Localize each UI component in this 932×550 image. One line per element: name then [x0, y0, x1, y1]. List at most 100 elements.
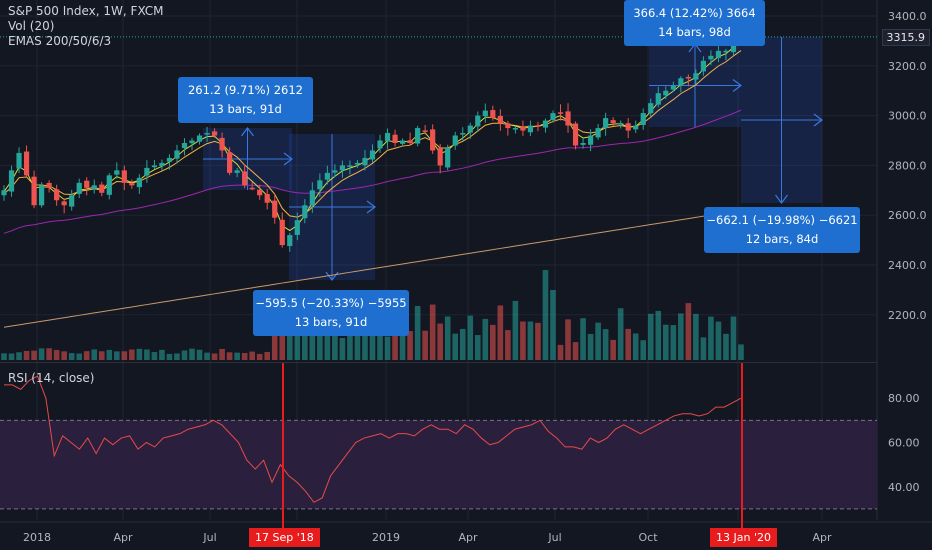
candle-body: [264, 194, 270, 203]
candle-body: [572, 123, 579, 146]
x-tick-label: Oct: [638, 531, 658, 544]
rsi-tick-label: 80.00: [888, 392, 920, 405]
volume-bar: [708, 316, 714, 360]
measure-4-bars: 12 bars, 84d: [745, 232, 819, 246]
candle-body: [242, 171, 248, 186]
volume-bar: [474, 335, 481, 360]
volume-bar: [459, 328, 466, 360]
measure-h-arrow: [813, 113, 823, 127]
volume-bar: [53, 349, 60, 360]
volume-bar: [512, 300, 519, 360]
volume-bar: [700, 337, 707, 360]
candle-body: [505, 123, 511, 129]
candle-body: [603, 118, 609, 128]
volume-bar: [68, 353, 75, 360]
candle-body: [475, 115, 481, 127]
measure-3-bars: 14 bars, 98d: [658, 25, 731, 39]
x-tick-label: Jul: [547, 531, 561, 544]
volume-bar: [490, 324, 496, 360]
volume-bar: [738, 344, 744, 360]
volume-bar: [271, 322, 278, 360]
volume-bar: [399, 321, 406, 360]
x-tick-label: 2019: [372, 531, 400, 544]
last-price-tag: 3315.9: [881, 29, 930, 46]
candle-body: [482, 110, 488, 117]
candle-body: [730, 40, 737, 53]
candle-body: [422, 130, 428, 132]
volume-bar: [91, 349, 98, 360]
candle-body: [452, 135, 458, 146]
volume-bar: [309, 317, 316, 360]
volume-bar: [8, 353, 15, 360]
candle-body: [211, 131, 218, 136]
volume-bar: [610, 339, 616, 360]
volume-bar: [354, 327, 361, 360]
measure-3-change: 366.4 (12.42%) 3664: [633, 6, 756, 20]
legend-symbol[interactable]: S&P 500 Index, 1W, FXCM: [8, 4, 164, 18]
y-tick-label: 3000.0: [888, 110, 927, 123]
volume-bar: [662, 324, 669, 360]
volume-bar: [279, 328, 286, 360]
measure-label-4[interactable]: −662.1 (−19.98%) −6621 12 bars, 84d: [704, 207, 860, 253]
measure-label-2[interactable]: −595.5 (−20.33%) −5955 13 bars, 91d: [253, 290, 409, 336]
volume-bar: [444, 316, 451, 360]
volume-bar: [256, 353, 263, 360]
candle-body: [392, 134, 398, 143]
volume-bar: [76, 353, 83, 360]
candle-body: [249, 187, 255, 190]
candle-body: [678, 78, 684, 86]
volume-bar: [384, 336, 391, 360]
volume-bar: [136, 348, 143, 360]
candlesticks: [1, 29, 744, 252]
candle-body: [633, 125, 639, 130]
candle-body: [490, 110, 496, 119]
candle-body: [497, 115, 503, 124]
date-tag-jan-2020: 13 Jan '20: [710, 528, 777, 547]
volume-bar: [482, 318, 489, 360]
measure-1-change: 261.2 (9.71%) 2612: [187, 83, 303, 97]
measure-label-3[interactable]: 366.4 (12.42%) 3664 14 bars, 98d: [624, 0, 765, 46]
candle-body: [16, 152, 22, 169]
volume-bar: [23, 351, 30, 360]
x-tick-label: Jul: [202, 531, 216, 544]
candle-body: [354, 162, 361, 165]
volume-bar: [587, 333, 594, 360]
volume-bars: [1, 270, 744, 360]
candle-body: [84, 180, 90, 188]
volume-bar: [151, 352, 158, 360]
candle-body: [369, 150, 376, 160]
measure-h-arrow: [283, 152, 293, 166]
candle-body: [527, 125, 534, 133]
volume-bar: [407, 331, 413, 360]
candle-body: [1, 190, 7, 196]
volume-bar: [362, 324, 368, 360]
candle-body: [287, 235, 293, 247]
candle-body: [136, 177, 142, 188]
candle-body: [279, 219, 285, 246]
candle-body: [445, 147, 451, 168]
legend-volume[interactable]: Vol (20): [8, 19, 55, 33]
legend-emas[interactable]: EMAS 200/50/6/3: [8, 34, 112, 48]
volume-bar: [144, 349, 150, 360]
volume-bar: [527, 321, 534, 360]
candle-body: [196, 135, 203, 142]
volume-bar: [98, 351, 105, 360]
volume-bar: [83, 351, 90, 360]
volume-bar: [557, 344, 564, 360]
candle-body: [204, 133, 210, 135]
volume-bar: [520, 321, 526, 360]
volume-bar: [38, 348, 45, 360]
candle-body: [332, 170, 338, 173]
rsi-legend[interactable]: RSI (14, close): [8, 371, 95, 385]
measure-2-bars: 13 bars, 91d: [294, 315, 368, 329]
candle-body: [625, 123, 631, 131]
volume-bar: [294, 330, 301, 360]
measure-label-1[interactable]: 261.2 (9.71%) 2612 13 bars, 91d: [178, 77, 313, 123]
y-tick-label: 2400.0: [888, 259, 927, 272]
volume-bar: [452, 333, 459, 360]
measure-boxes: [203, 37, 823, 281]
volume-bar: [121, 351, 128, 360]
volume-bar: [715, 321, 722, 360]
y-tick-label: 2600.0: [888, 209, 927, 222]
